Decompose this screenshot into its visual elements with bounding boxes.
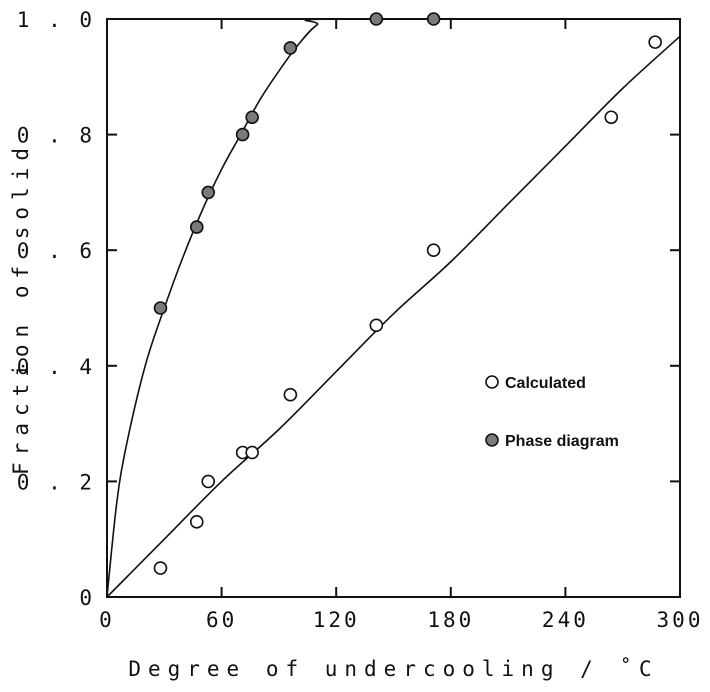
phase-diagram-point <box>153 301 168 315</box>
calculated-point <box>648 35 662 49</box>
x-axis-title: Degree of undercooling / ˚C <box>128 657 658 681</box>
calculated-point <box>604 110 619 125</box>
calculated-point <box>283 387 298 402</box>
x-tick-label: 0 <box>99 608 115 632</box>
legend-marker-phase-diagram <box>485 433 499 447</box>
y-axis-title: Fraction of solid <box>9 141 33 475</box>
phase-diagram-point <box>189 220 204 234</box>
y-tick-label: 0 . 8 <box>17 124 95 148</box>
y-tick-label: 0 . 4 <box>17 355 95 379</box>
calculated-point <box>369 318 384 333</box>
x-tick-label: 240 <box>542 608 589 632</box>
phase-diagram-point <box>283 41 298 55</box>
x-tick-label: 300 <box>657 608 704 632</box>
calculated-point <box>201 474 216 489</box>
x-tick-label: 120 <box>313 608 360 632</box>
fit-curve-phase-diagram <box>106 18 680 598</box>
phase-diagram-point <box>245 110 259 125</box>
y-tick-label: 0 . 6 <box>17 239 95 263</box>
fit-curve-calculated <box>106 35 681 598</box>
y-tick-label: 0 <box>79 586 95 610</box>
calculated-point <box>245 445 259 460</box>
phase-diagram-point <box>235 127 250 142</box>
legend: Calculated Phase diagram <box>485 375 619 450</box>
phase-diagram-point <box>369 12 384 26</box>
calculated-point <box>189 515 204 529</box>
legend-label-calculated: Calculated <box>505 375 586 392</box>
legend-label-phase-diagram: Phase diagram <box>505 433 619 450</box>
phase-diagram-point <box>201 185 216 200</box>
phase-diagram-point <box>426 12 441 26</box>
y-tick-label: 1 . 0 <box>17 8 95 32</box>
y-tick-label: 0 . 2 <box>17 470 95 494</box>
legend-marker-calculated <box>485 375 499 389</box>
calculated-point <box>426 243 441 257</box>
calculated-point <box>153 561 168 575</box>
x-tick-label: 60 <box>206 608 237 632</box>
x-tick-label: 180 <box>427 608 474 632</box>
